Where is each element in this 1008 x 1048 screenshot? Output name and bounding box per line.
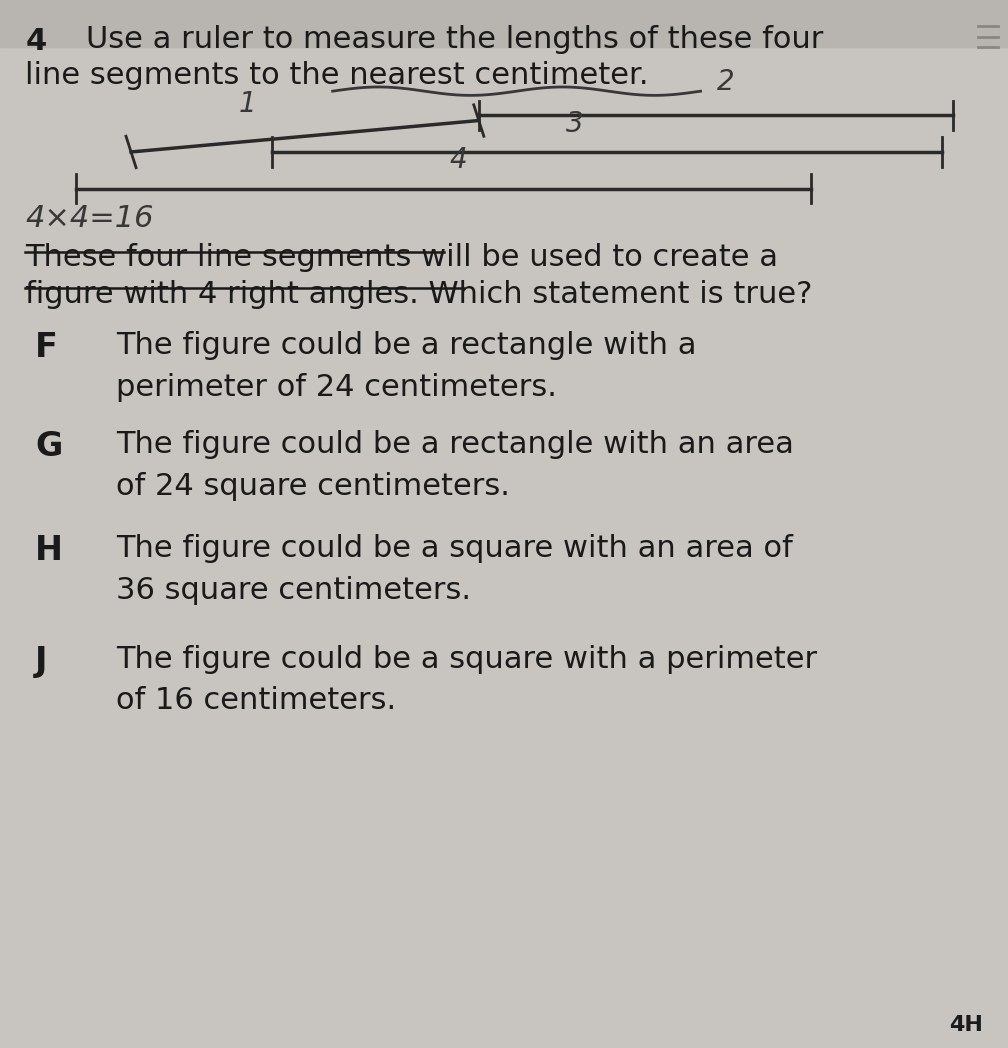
Text: J: J <box>35 645 47 677</box>
Text: 4×4=16: 4×4=16 <box>25 204 153 234</box>
Text: line segments to the nearest centimeter.: line segments to the nearest centimeter. <box>25 61 649 90</box>
Text: The figure could be a rectangle with an area: The figure could be a rectangle with an … <box>116 430 793 459</box>
Text: perimeter of 24 centimeters.: perimeter of 24 centimeters. <box>116 373 556 402</box>
Text: G: G <box>35 430 62 462</box>
Text: These four line segments will be used to create a: These four line segments will be used to… <box>25 243 778 272</box>
Text: H: H <box>35 534 64 567</box>
Text: 4: 4 <box>450 146 468 174</box>
Bar <box>0 0 1008 47</box>
Text: F: F <box>35 331 58 364</box>
Text: Use a ruler to measure the lengths of these four: Use a ruler to measure the lengths of th… <box>86 25 824 54</box>
Text: figure with 4 right angles. Which statement is true?: figure with 4 right angles. Which statem… <box>25 280 812 309</box>
Text: 4: 4 <box>25 27 46 57</box>
Text: of 16 centimeters.: of 16 centimeters. <box>116 686 396 716</box>
Text: 4H: 4H <box>949 1016 983 1035</box>
Text: 1: 1 <box>238 90 256 118</box>
Text: The figure could be a square with an area of: The figure could be a square with an are… <box>116 534 792 564</box>
Text: 36 square centimeters.: 36 square centimeters. <box>116 576 471 606</box>
Text: The figure could be a square with a perimeter: The figure could be a square with a peri… <box>116 645 817 674</box>
Text: of 24 square centimeters.: of 24 square centimeters. <box>116 472 510 501</box>
Text: The figure could be a rectangle with a: The figure could be a rectangle with a <box>116 331 697 361</box>
Text: 3: 3 <box>565 110 584 138</box>
Text: 2: 2 <box>717 68 735 96</box>
